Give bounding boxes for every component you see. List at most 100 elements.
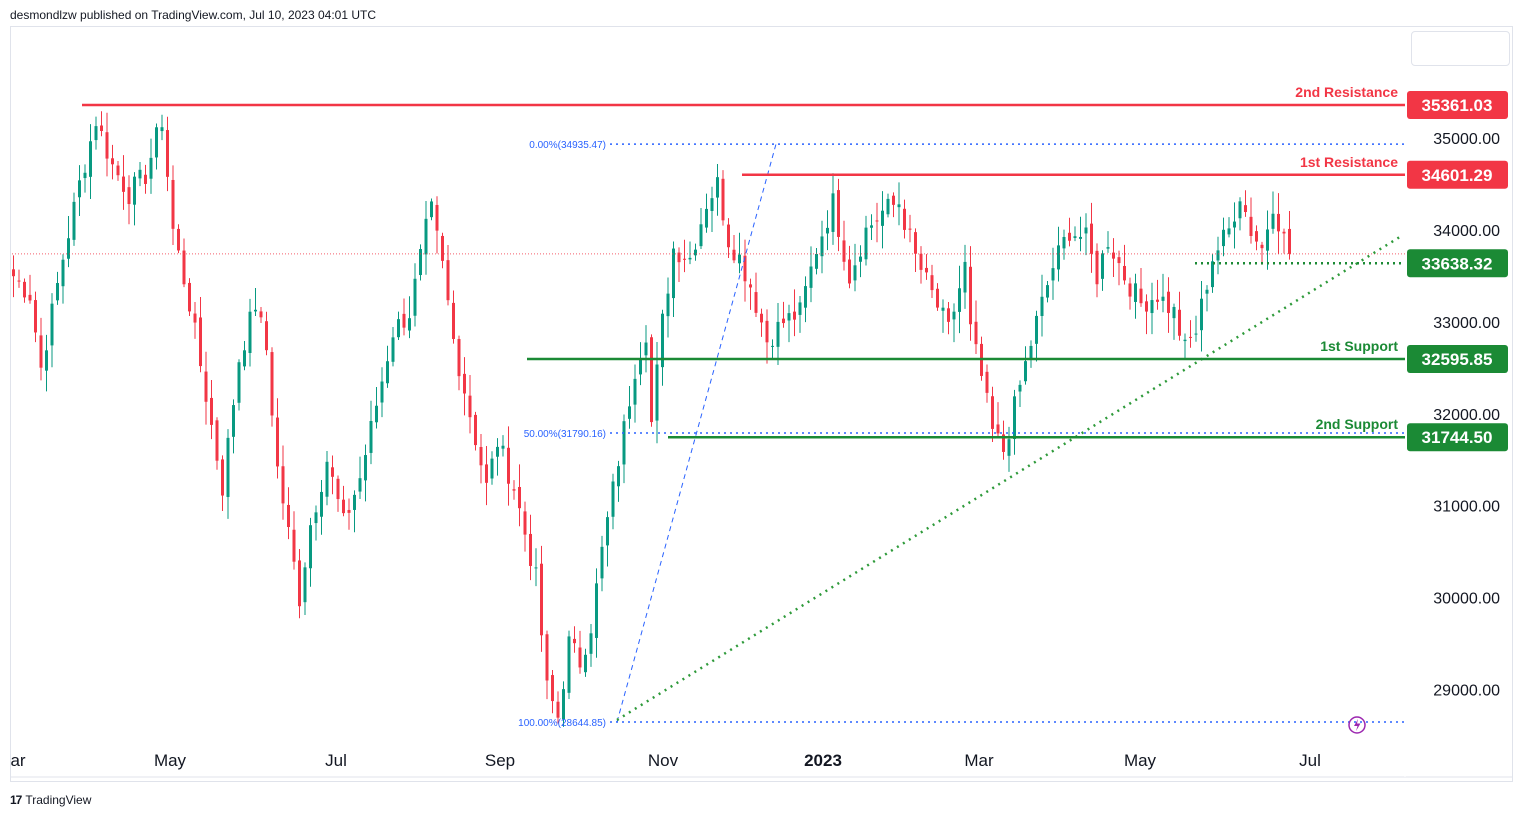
x-tick-label: Mar [964, 751, 994, 770]
price-axis-level-value: 34601.29 [1422, 166, 1493, 185]
candle-body [952, 311, 956, 320]
candle-body [716, 177, 719, 198]
candle-body [496, 446, 499, 457]
price-axis-level-tag[interactable] [1407, 160, 1508, 189]
candle-body [545, 634, 549, 681]
candle-body [100, 125, 103, 131]
candle-body [1167, 291, 1170, 313]
candle-body [138, 169, 142, 179]
candle-body [683, 258, 686, 260]
candle-body [1117, 257, 1121, 264]
candle-body [221, 459, 224, 496]
candle-body [386, 361, 389, 384]
candle-body [1277, 213, 1280, 232]
price-axis-level-value: 33638.32 [1422, 254, 1493, 273]
candle-body [1233, 221, 1236, 228]
candle-body [1222, 229, 1225, 247]
price-axis-level-tag[interactable] [1407, 91, 1508, 119]
candle-body [804, 286, 807, 308]
1st-resistance-label: 1st Resistance [1300, 154, 1398, 170]
price-axis-level-tag[interactable] [1407, 345, 1508, 374]
candle-body [501, 445, 505, 449]
candle-body [1106, 247, 1110, 249]
candle-body [17, 280, 21, 282]
price-axis-level-value: 35361.03 [1422, 96, 1493, 115]
candle-body [523, 511, 527, 535]
candle-body [578, 647, 582, 668]
price-axis-level-value: 32595.85 [1422, 350, 1493, 369]
candle-body [1128, 283, 1132, 297]
candle-body [534, 567, 538, 569]
candle-body [870, 225, 873, 228]
candle-body [633, 378, 637, 405]
candle-body [1123, 265, 1126, 281]
candle-body [584, 654, 587, 673]
candle-body [39, 335, 43, 368]
candle-body [45, 350, 48, 371]
candle-body [776, 321, 780, 347]
candle-body [754, 292, 758, 313]
candle-body [397, 319, 400, 338]
candle-body [133, 176, 136, 205]
candle-body [12, 269, 15, 277]
candle-body [1271, 213, 1275, 229]
candle-body [1189, 336, 1192, 338]
candle-body [89, 141, 92, 177]
candle-body [1288, 228, 1291, 254]
2nd-resistance-label: 2nd Resistance [1295, 84, 1398, 100]
candle-body [551, 675, 554, 702]
candle-body [1238, 201, 1242, 219]
fib-level-label: 100.00%(28644.85) [518, 718, 606, 729]
candle-body [798, 302, 802, 315]
y-tick-label: 31000.00 [1433, 499, 1500, 516]
chart-toolbar-box[interactable] [1411, 31, 1510, 66]
price-axis-level-tag[interactable] [1407, 249, 1508, 278]
candle-body [666, 293, 670, 317]
x-tick-label: Sep [485, 751, 515, 770]
ascending-trendline[interactable] [616, 233, 1404, 722]
candle-body [688, 257, 692, 260]
tradingview-footer[interactable]: 17 TradingView [10, 793, 91, 807]
candle-body [276, 417, 279, 467]
candle-body [771, 345, 774, 347]
candle-body [309, 525, 312, 569]
candle-body [727, 224, 730, 248]
price-axis-level-tag[interactable] [1407, 423, 1508, 452]
x-tick-label: Nov [648, 751, 679, 770]
candle-body [963, 261, 967, 293]
candle-body [1205, 289, 1209, 294]
candle-body [595, 583, 598, 638]
candle-body [529, 533, 532, 566]
candle-body [782, 318, 785, 324]
candle-body [314, 512, 318, 524]
candle-body [320, 491, 323, 517]
alert-bolt-icon[interactable] [1348, 716, 1366, 734]
candle-body [787, 313, 791, 321]
candle-body [446, 260, 450, 301]
candle-body [336, 478, 340, 500]
fib-level-label: 50.00%(31790.16) [524, 429, 606, 440]
candle-body [914, 232, 917, 254]
candle-body [468, 395, 472, 418]
candle-body [1183, 339, 1187, 342]
fib-trend-line[interactable] [616, 143, 777, 723]
candle-body [639, 359, 642, 375]
candle-body [853, 265, 857, 281]
candle-body [1194, 333, 1198, 335]
candle-body [364, 455, 367, 481]
candle-body [105, 132, 109, 159]
candle-body [556, 701, 560, 718]
candle-body [254, 309, 257, 312]
candle-body [248, 311, 252, 353]
candle-body [490, 458, 494, 479]
candle-body [380, 381, 384, 403]
candle-body [743, 255, 747, 282]
candle-body [457, 339, 461, 377]
candle-body [996, 424, 1000, 434]
candle-body [969, 266, 972, 325]
candle-body [292, 529, 296, 562]
candle-body [72, 201, 76, 240]
candle-body [61, 259, 65, 287]
candle-body [1057, 245, 1060, 270]
